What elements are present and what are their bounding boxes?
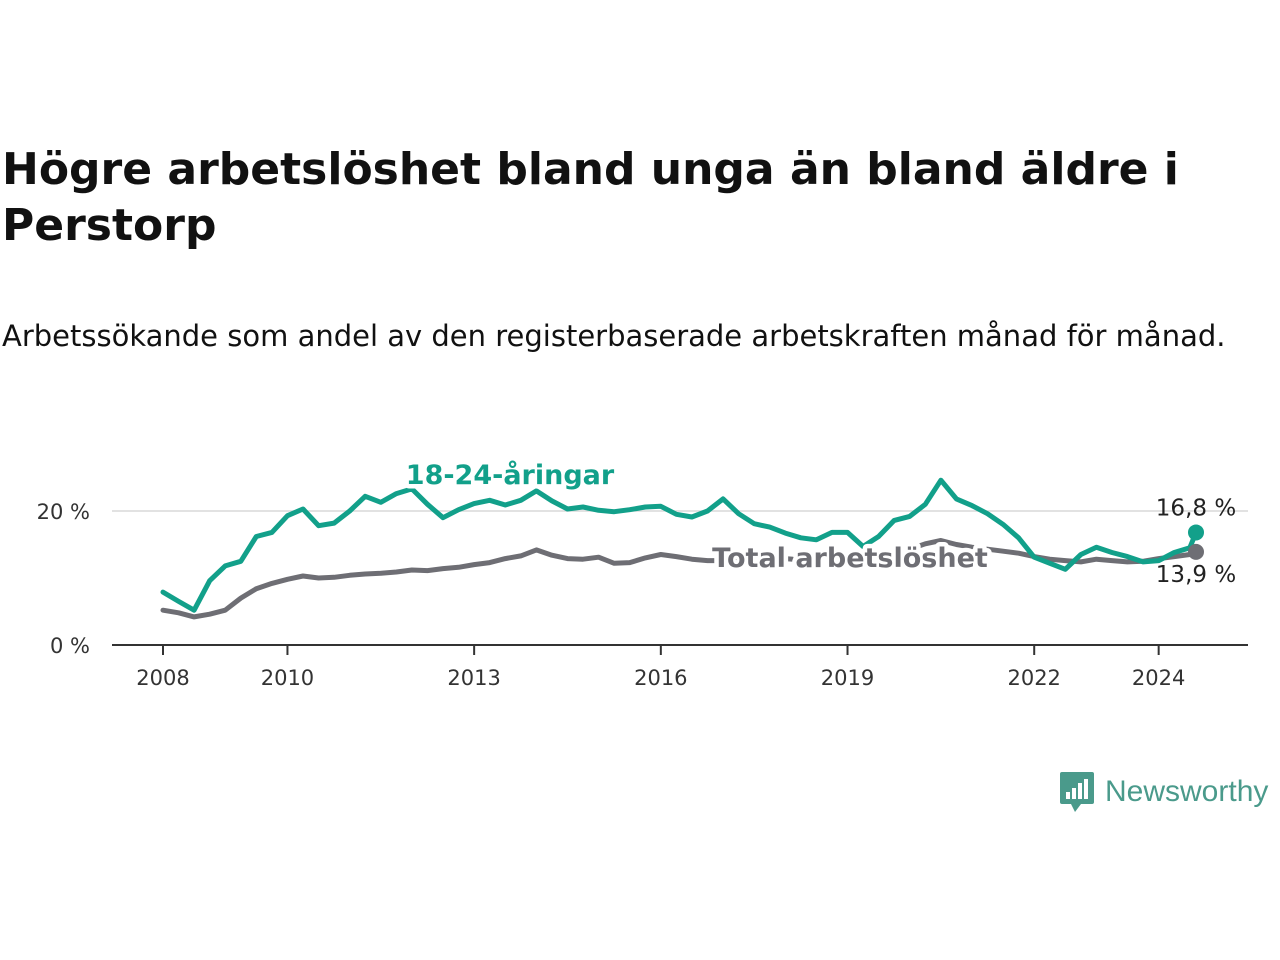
- x-tick-label: 2016: [634, 666, 687, 690]
- end-marker-youth: [1188, 524, 1204, 541]
- x-tick-label: 2013: [447, 666, 500, 690]
- line-chart: 0 % 20 % 2008 2010 2013 2016 2019 2022 2024 18-24…: [37, 455, 1248, 690]
- series-label-total: Total arbetslöshet: [712, 543, 988, 574]
- brand-name: Newsworthy: [1105, 775, 1269, 808]
- x-tick-label: 2008: [136, 666, 189, 690]
- brand-logo: Newsworthy: [1059, 770, 1268, 814]
- x-tick-label: 2010: [261, 666, 314, 690]
- x-tick-label: 2019: [821, 666, 874, 690]
- y-tick-label: 20 %: [37, 500, 90, 524]
- x-tick-label: 2022: [1007, 666, 1060, 690]
- y-tick-label: 0 %: [50, 634, 90, 658]
- series-line-total: [160, 538, 1199, 620]
- series-label-youth-halo: 18-24-åringar: [406, 459, 615, 491]
- end-marker-total: [1188, 543, 1204, 560]
- series-label-youth: 18-24-åringar: [406, 459, 615, 491]
- end-value-total: 13,9 %: [1156, 562, 1236, 588]
- chart-title: Högre arbetslöshet bland unga än bland ä…: [2, 144, 1179, 251]
- end-value-youth: 16,8 %: [1156, 495, 1236, 521]
- chart-subtitle: Arbetssökande som andel av den registerb…: [2, 319, 1226, 353]
- series-line-youth: [160, 477, 1199, 613]
- series-label-total-halo: Total arbetslöshet: [712, 543, 988, 574]
- x-tick-label: 2024: [1132, 666, 1185, 690]
- newsworthy-logo-icon: [1060, 772, 1094, 812]
